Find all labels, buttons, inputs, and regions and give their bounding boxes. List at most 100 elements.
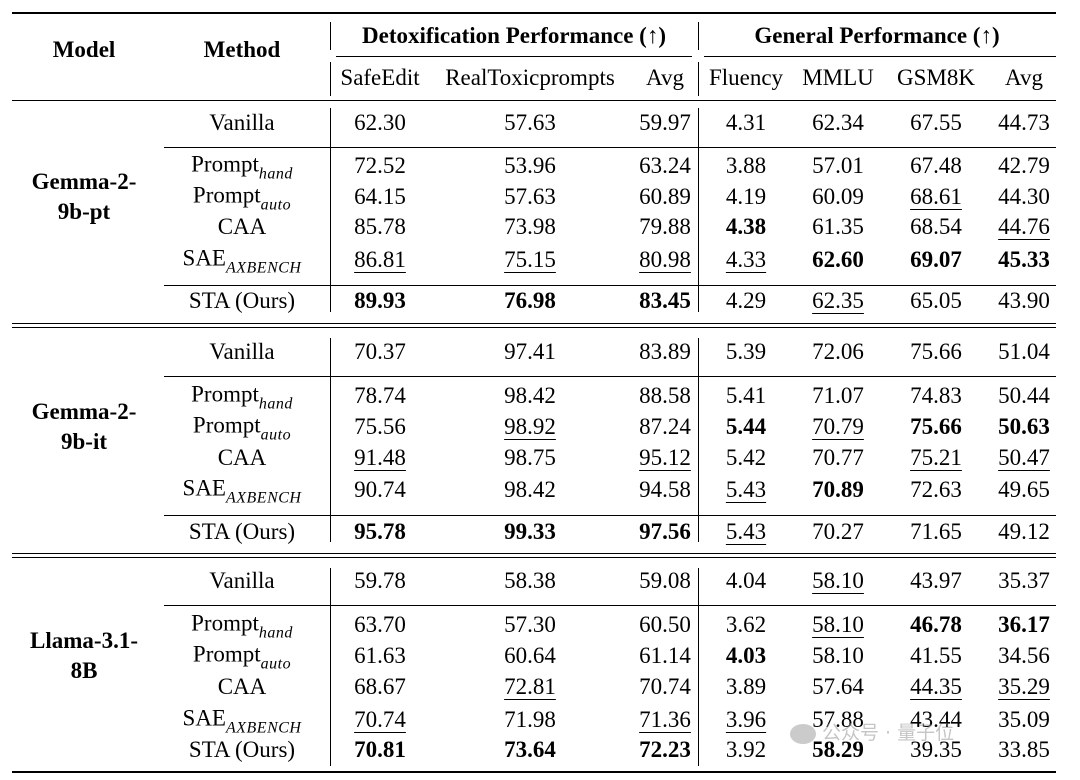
value-cell: 75.21 — [910, 445, 962, 470]
value-cell: 98.42 — [504, 383, 556, 408]
value-cell: 62.60 — [812, 247, 864, 272]
value-cell: 75.56 — [354, 414, 406, 439]
section-double-rule-c — [12, 553, 1056, 554]
value-cell: 43.90 — [998, 288, 1050, 313]
value-cell: 57.63 — [504, 110, 556, 135]
section-rule-before-sta — [164, 284, 1056, 286]
method-name: STA (Ours) — [188, 519, 296, 544]
method-label: Promptauto — [193, 641, 292, 673]
value-cell: 44.76 — [998, 214, 1050, 239]
method-subscript: AXBENCH — [225, 259, 302, 277]
section-sep-groups — [698, 108, 699, 312]
value-cell: 75.15 — [504, 247, 556, 272]
value-cell: 65.05 — [910, 288, 962, 313]
value-cell: 63.24 — [639, 153, 691, 178]
value-cell: 73.98 — [504, 214, 556, 239]
value-cell: 72.81 — [504, 674, 556, 699]
value-cell: 71.36 — [639, 707, 691, 732]
value-cell: 85.78 — [354, 214, 406, 239]
value-cell: 72.63 — [910, 477, 962, 502]
value-cell: 4.31 — [725, 110, 767, 135]
value-cell: 61.14 — [639, 643, 691, 668]
value-cell: 62.34 — [812, 110, 864, 135]
value-cell: 70.37 — [354, 339, 406, 364]
value-cell: 4.38 — [725, 214, 767, 239]
value-cell: 68.61 — [910, 184, 962, 209]
section-sep-groups — [698, 568, 699, 766]
value-cell: 72.23 — [639, 737, 691, 762]
value-cell: 4.19 — [725, 184, 767, 209]
top-rule — [12, 12, 1056, 14]
method-label: SAEAXBENCH — [182, 245, 302, 277]
value-cell: 4.29 — [725, 288, 767, 313]
section-rule-after-vanilla — [164, 605, 1056, 606]
value-cell: 97.41 — [504, 339, 556, 364]
value-cell: 67.55 — [910, 110, 962, 135]
value-cell: 61.63 — [354, 643, 406, 668]
method-label: CAA — [218, 213, 267, 241]
method-label: STA (Ours) — [189, 518, 295, 546]
value-cell: 98.92 — [504, 414, 556, 439]
method-label: Prompthand — [191, 151, 293, 183]
header-method: Method — [203, 37, 281, 62]
method-subscript: hand — [258, 165, 293, 183]
value-cell: 53.96 — [504, 153, 556, 178]
model-label-line: 9b-pt — [57, 199, 111, 224]
value-cell: 69.07 — [910, 247, 962, 272]
value-cell: 67.48 — [910, 153, 962, 178]
value-cell: 5.43 — [725, 477, 767, 502]
method-subscript: auto — [260, 655, 292, 673]
value-cell: 3.89 — [725, 674, 767, 699]
model-label-1: Gemma-2- 9b-it — [14, 397, 154, 457]
value-cell: 79.88 — [639, 214, 691, 239]
value-cell: 95.12 — [639, 445, 691, 470]
model-label-2: Llama-3.1- 8B — [14, 626, 154, 686]
value-cell: 35.09 — [998, 707, 1050, 732]
section-sep-groups — [698, 338, 699, 542]
header-model: Model — [52, 37, 116, 62]
value-cell: 91.48 — [354, 445, 406, 470]
header-column-0: SafeEdit — [340, 65, 420, 90]
section-double-rule-d — [12, 557, 1056, 558]
model-label-line: 9b-it — [61, 429, 107, 454]
value-cell: 83.45 — [639, 288, 691, 313]
bottom-rule — [12, 771, 1056, 773]
value-cell: 50.44 — [998, 383, 1050, 408]
method-label: SAEAXBENCH — [183, 705, 302, 737]
value-cell: 4.04 — [725, 568, 767, 593]
value-cell: 3.92 — [725, 737, 767, 762]
method-name: Prompt — [191, 610, 259, 636]
value-cell: 5.44 — [725, 414, 767, 439]
value-cell: 60.09 — [812, 184, 864, 209]
model-label-line: Gemma-2- — [31, 169, 137, 194]
header-column-2: Avg — [646, 65, 684, 90]
value-cell: 60.50 — [639, 612, 691, 637]
value-cell: 57.64 — [812, 674, 864, 699]
value-cell: 98.42 — [504, 477, 556, 502]
value-cell: 72.06 — [812, 339, 864, 364]
value-cell: 50.47 — [998, 445, 1050, 470]
method-name: SAE — [182, 245, 226, 271]
value-cell: 78.74 — [354, 383, 406, 408]
value-cell: 49.65 — [998, 477, 1050, 502]
value-cell: 99.33 — [504, 519, 556, 544]
model-label-line: Gemma-2- — [31, 399, 137, 424]
method-subscript: auto — [260, 426, 292, 444]
value-cell: 70.27 — [812, 519, 864, 544]
value-cell: 97.56 — [639, 519, 691, 544]
method-name: STA (Ours) — [188, 288, 296, 313]
header-sep-groups-2 — [698, 62, 699, 96]
value-cell: 87.24 — [639, 414, 691, 439]
value-cell: 76.98 — [504, 288, 556, 313]
method-name: Prompt — [191, 381, 259, 407]
value-cell: 70.74 — [354, 707, 406, 732]
method-label: STA (Ours) — [189, 736, 295, 764]
method-label: Prompthand — [191, 381, 293, 413]
value-cell: 59.78 — [354, 568, 406, 593]
header-column-5: GSM8K — [897, 65, 975, 90]
method-label: CAA — [218, 444, 267, 472]
group-rule-general — [704, 56, 1056, 57]
section-rule-after-vanilla — [164, 376, 1056, 377]
value-cell: 5.42 — [725, 445, 767, 470]
header-sep-method — [330, 22, 331, 50]
